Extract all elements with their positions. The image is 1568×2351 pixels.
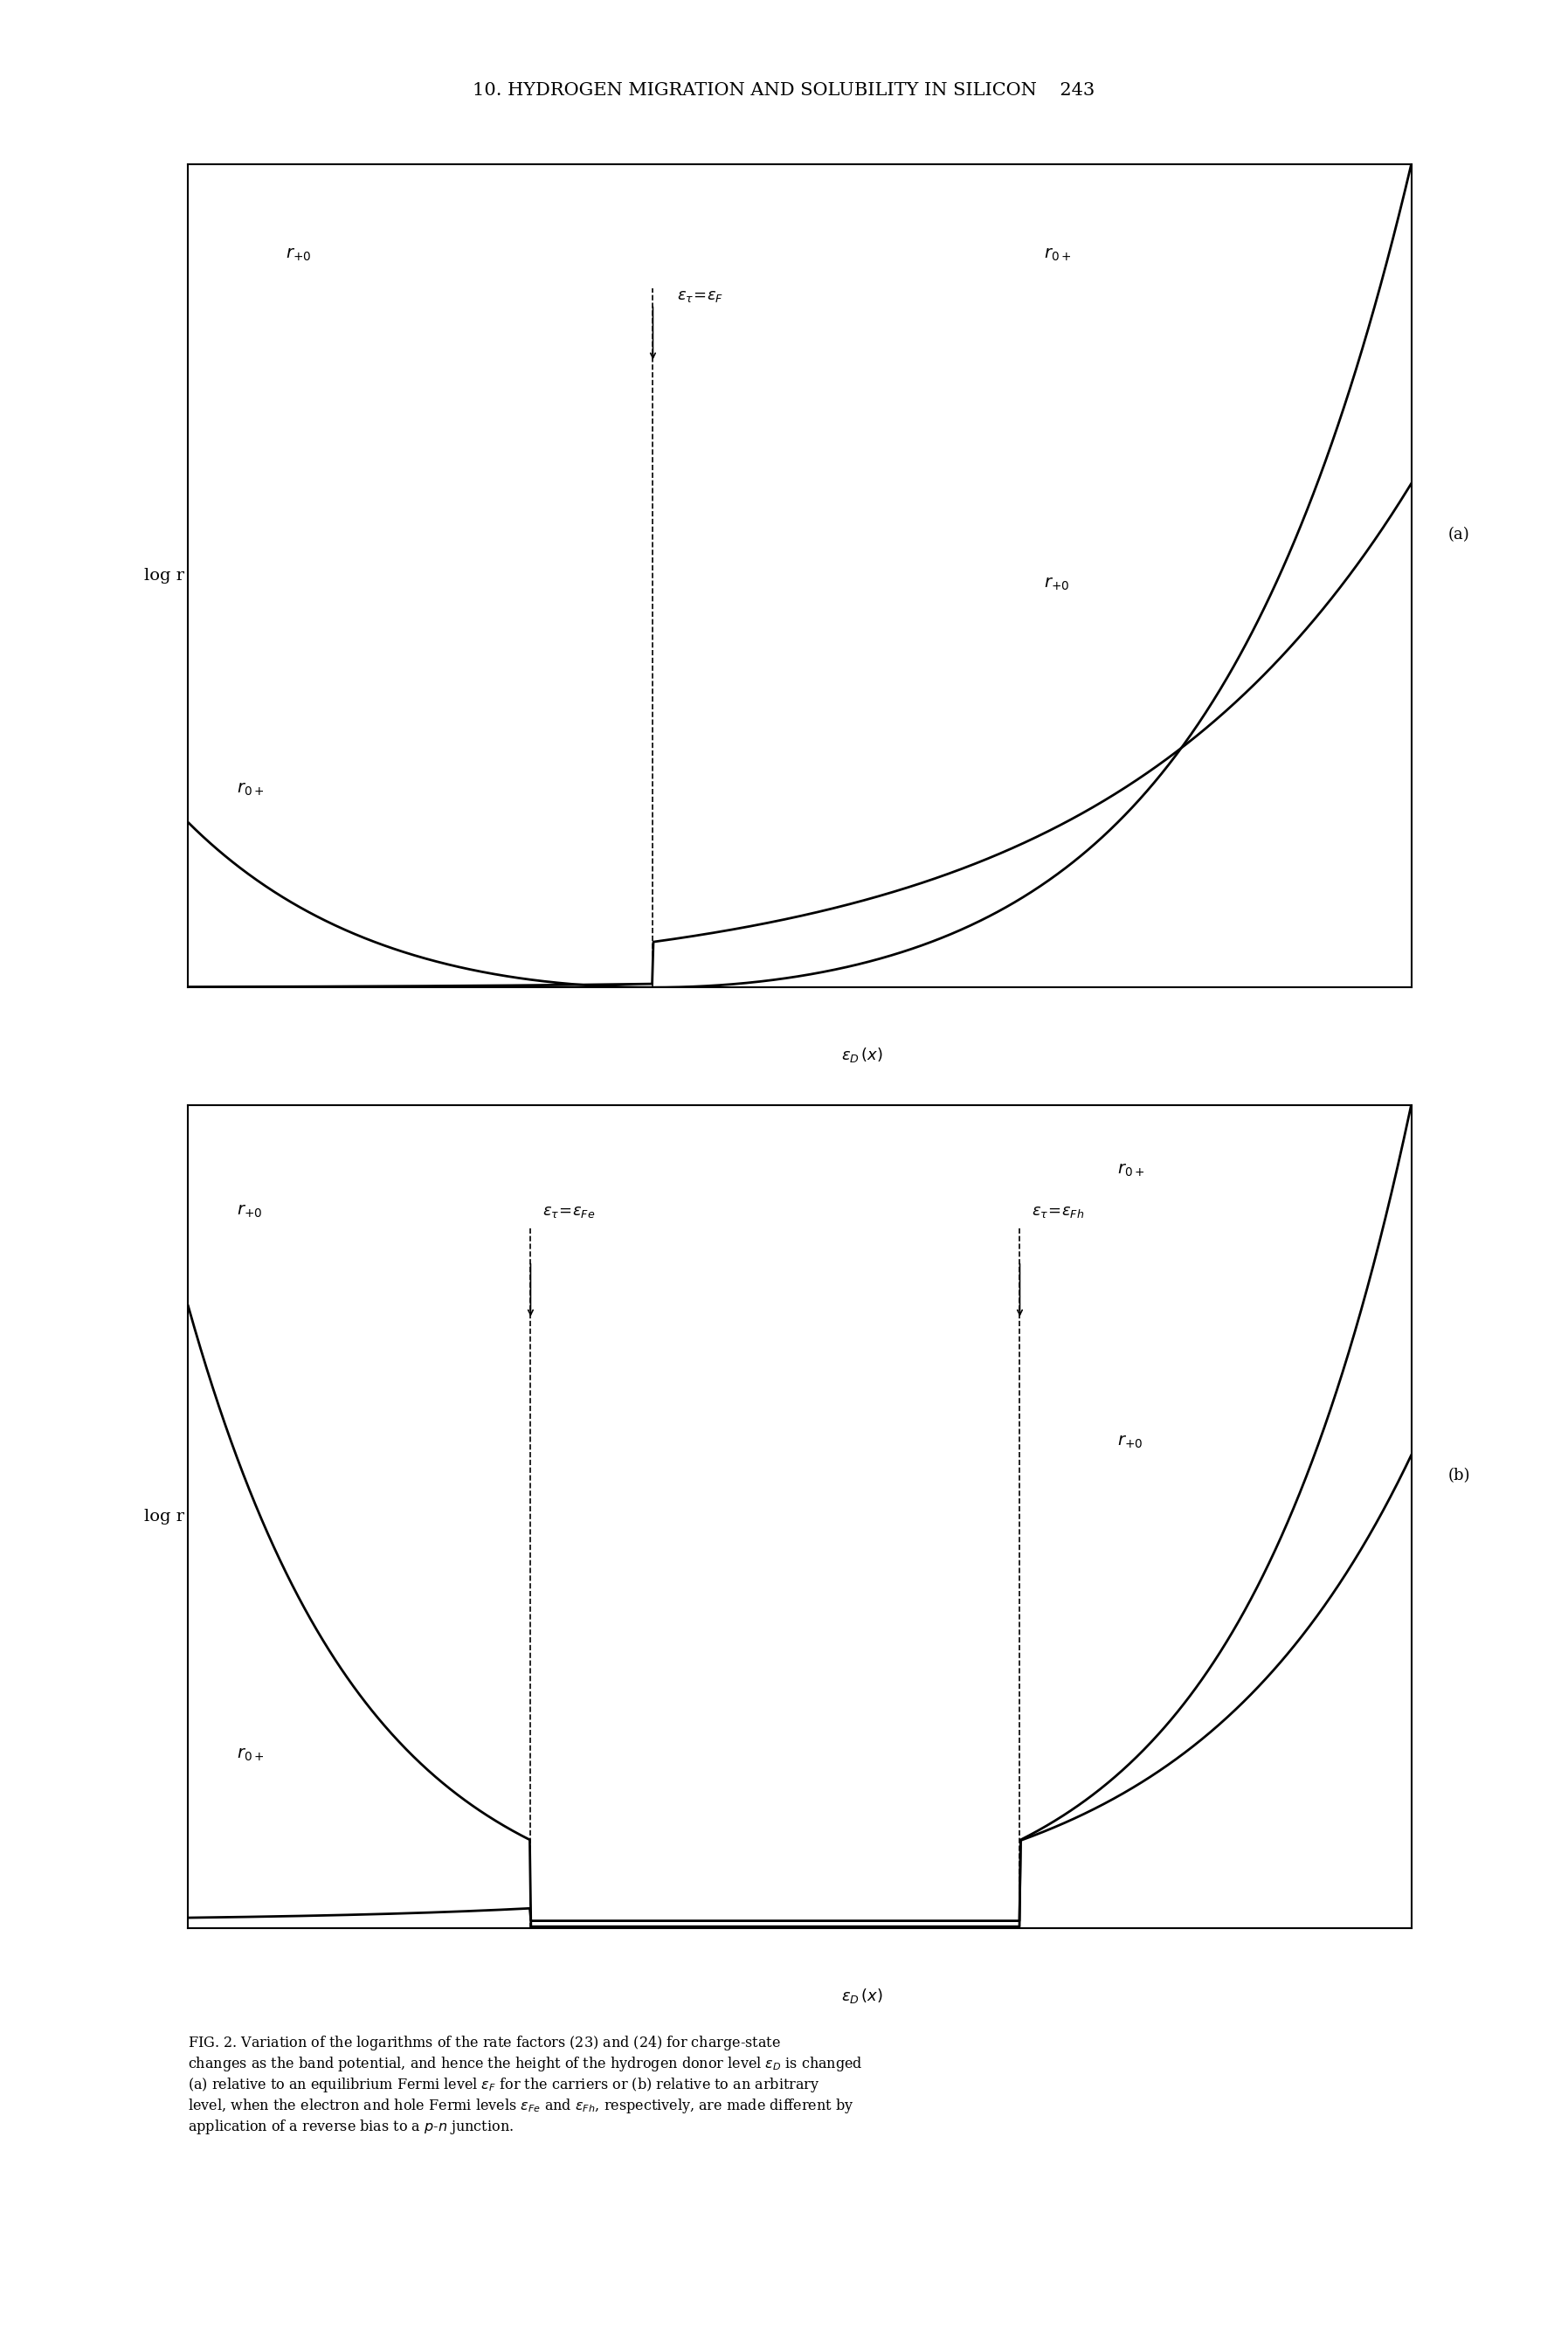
Y-axis label: log r: log r <box>144 1509 183 1523</box>
Text: $\varepsilon_D\,(x)$: $\varepsilon_D\,(x)$ <box>842 1987 883 2005</box>
Text: (b): (b) <box>1447 1467 1471 1483</box>
Text: 10. HYDROGEN MIGRATION AND SOLUBILITY IN SILICON    243: 10. HYDROGEN MIGRATION AND SOLUBILITY IN… <box>474 82 1094 99</box>
Text: $r_{0+}$: $r_{0+}$ <box>1118 1161 1145 1178</box>
Text: $r_{0+}$: $r_{0+}$ <box>237 1747 265 1763</box>
Text: $r_{0+}$: $r_{0+}$ <box>237 781 265 797</box>
Text: $r_{0+}$: $r_{0+}$ <box>1044 247 1071 263</box>
Text: (a): (a) <box>1447 527 1469 543</box>
Text: $\varepsilon_\tau\!=\!\varepsilon_{Fe}$: $\varepsilon_\tau\!=\!\varepsilon_{Fe}$ <box>543 1204 596 1220</box>
Text: $r_{+0}$: $r_{+0}$ <box>237 1204 262 1220</box>
Text: $\varepsilon_\tau\!=\!\varepsilon_{Fh}$: $\varepsilon_\tau\!=\!\varepsilon_{Fh}$ <box>1032 1204 1085 1220</box>
Text: $r_{+0}$: $r_{+0}$ <box>1044 576 1069 592</box>
Text: $\varepsilon_D\,(x)$: $\varepsilon_D\,(x)$ <box>842 1046 883 1065</box>
Text: $r_{+0}$: $r_{+0}$ <box>285 247 312 263</box>
Text: $\varepsilon_\tau\!=\!\varepsilon_F$: $\varepsilon_\tau\!=\!\varepsilon_F$ <box>677 287 724 303</box>
Text: $r_{+0}$: $r_{+0}$ <box>1118 1434 1143 1451</box>
Text: F$\mathregular{IG}$. 2. Variation of the logarithms of the rate factors (23) and: F$\mathregular{IG}$. 2. Variation of the… <box>188 2034 862 2135</box>
Y-axis label: log r: log r <box>144 569 183 583</box>
